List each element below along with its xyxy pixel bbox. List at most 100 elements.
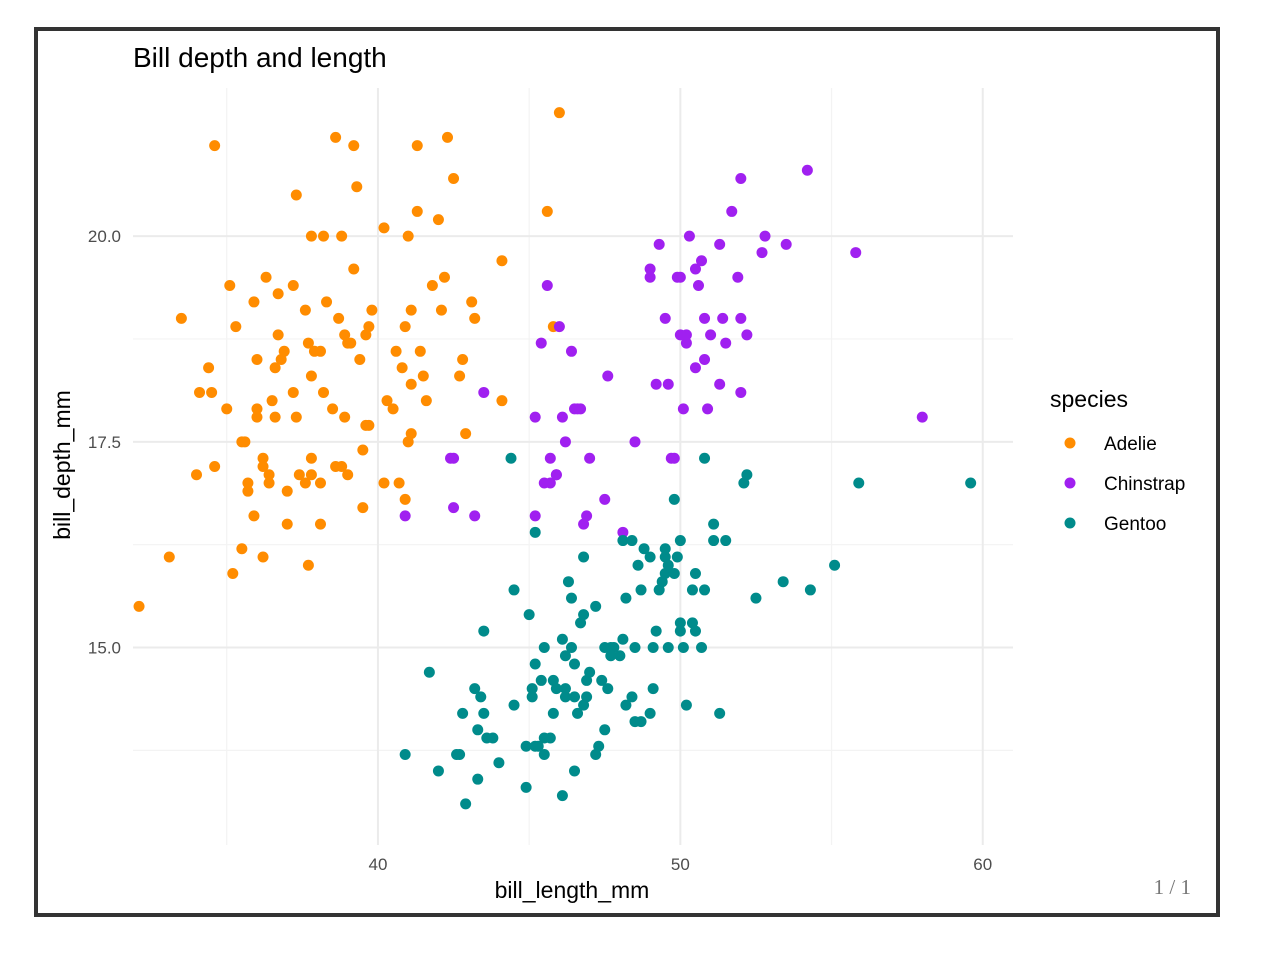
data-point xyxy=(559,650,571,662)
data-point xyxy=(662,642,674,654)
data-point xyxy=(644,263,656,275)
data-point xyxy=(526,691,538,703)
data-point xyxy=(342,469,354,481)
x-tick-label: 60 xyxy=(973,855,992,874)
data-point xyxy=(668,493,680,505)
data-point xyxy=(299,304,311,316)
data-point xyxy=(472,724,484,736)
data-point xyxy=(523,609,535,621)
data-point xyxy=(526,683,538,695)
data-point xyxy=(520,740,532,752)
data-point xyxy=(442,131,454,143)
data-point xyxy=(680,337,692,349)
data-point xyxy=(605,650,617,662)
data-point xyxy=(305,370,317,382)
data-point xyxy=(689,567,701,579)
data-point xyxy=(699,354,711,366)
data-point xyxy=(741,329,753,341)
data-point xyxy=(544,452,556,464)
data-point xyxy=(399,493,411,505)
data-point xyxy=(475,691,487,703)
y-tick-label: 17.5 xyxy=(88,433,121,452)
legend-key xyxy=(1064,477,1076,489)
data-point xyxy=(556,633,568,645)
data-point xyxy=(378,222,390,234)
data-point xyxy=(487,732,499,744)
data-point xyxy=(203,362,215,374)
data-point xyxy=(650,625,662,637)
data-point xyxy=(804,584,816,596)
data-point xyxy=(662,559,674,571)
data-point xyxy=(602,370,614,382)
y-tick-labels: 15.0 17.5 20.0 xyxy=(88,227,121,657)
data-point xyxy=(916,411,928,423)
page-indicator: 1 / 1 xyxy=(1154,875,1191,899)
data-point xyxy=(644,707,656,719)
data-point xyxy=(535,337,547,349)
data-point xyxy=(702,403,714,415)
data-point xyxy=(581,510,593,522)
data-point xyxy=(242,477,254,489)
data-point xyxy=(644,551,656,563)
data-point xyxy=(399,321,411,333)
data-point xyxy=(599,493,611,505)
data-point xyxy=(330,131,342,143)
data-point xyxy=(272,329,284,341)
data-point xyxy=(454,370,466,382)
data-point xyxy=(257,452,269,464)
x-axis-title: bill_length_mm xyxy=(495,877,650,903)
data-point xyxy=(550,683,562,695)
data-point xyxy=(417,370,429,382)
data-point xyxy=(569,765,581,777)
data-point xyxy=(299,477,311,489)
data-point xyxy=(508,699,520,711)
data-point xyxy=(314,518,326,530)
data-point xyxy=(553,107,565,119)
data-point xyxy=(357,444,369,456)
data-point xyxy=(423,666,435,678)
data-point xyxy=(677,642,689,654)
data-point xyxy=(257,461,269,472)
data-point xyxy=(650,378,662,390)
data-point xyxy=(635,716,647,728)
data-point xyxy=(556,790,568,802)
data-point xyxy=(705,329,717,341)
data-point xyxy=(206,386,218,398)
data-point xyxy=(699,584,711,596)
data-point xyxy=(269,362,281,374)
x-tick-label: 50 xyxy=(671,855,690,874)
data-point xyxy=(318,230,330,242)
y-axis-title: bill_depth_mm xyxy=(49,390,75,540)
data-point xyxy=(460,798,472,810)
data-point xyxy=(191,469,203,481)
data-point xyxy=(230,321,242,333)
data-point xyxy=(402,436,414,448)
data-point xyxy=(420,395,432,407)
data-point xyxy=(559,436,571,448)
data-point xyxy=(269,411,281,423)
data-point xyxy=(438,271,450,283)
data-point xyxy=(689,263,701,275)
data-point xyxy=(305,230,317,242)
data-point xyxy=(478,625,490,637)
data-point xyxy=(965,477,977,489)
data-point xyxy=(260,271,272,283)
legend-label: Gentoo xyxy=(1104,514,1166,535)
data-point xyxy=(617,526,629,538)
data-point xyxy=(529,658,541,670)
data-point xyxy=(472,773,484,785)
data-point xyxy=(227,567,239,579)
data-point xyxy=(496,395,508,407)
data-point xyxy=(671,551,683,563)
data-point xyxy=(281,485,293,497)
data-point xyxy=(469,683,481,695)
series-adelie xyxy=(133,107,565,612)
data-point xyxy=(457,354,469,366)
data-point xyxy=(505,452,517,464)
data-point xyxy=(411,140,423,152)
data-point xyxy=(478,707,490,719)
data-point xyxy=(454,748,466,760)
data-point xyxy=(302,337,314,349)
data-point xyxy=(469,510,481,522)
